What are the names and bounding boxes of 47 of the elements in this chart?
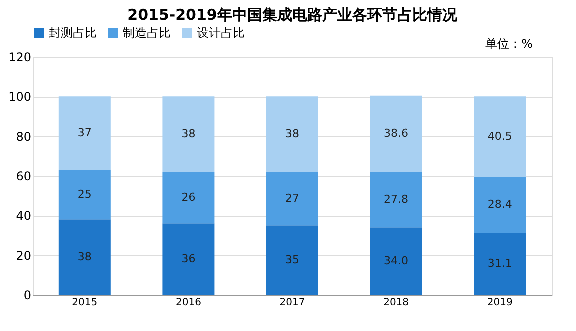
x-tick-label: 2016: [176, 298, 202, 308]
y-tick-label: 80: [16, 130, 32, 144]
data-label: 35: [286, 253, 300, 266]
x-tick-label: 2018: [384, 298, 410, 308]
data-label: 38: [78, 250, 92, 264]
bar: [370, 96, 422, 172]
data-label: 38.6: [384, 127, 409, 140]
data-label: 36: [182, 252, 196, 266]
y-tick-label: 40: [16, 209, 32, 224]
data-label: 38: [182, 127, 196, 140]
x-tick-label: 2019: [487, 298, 513, 308]
data-label: 31.1: [488, 257, 512, 270]
x-tick-label: 2017: [280, 298, 306, 308]
bar: [58, 220, 111, 295]
data-label: 37: [78, 126, 92, 140]
bar: [370, 228, 422, 295]
bar: [162, 172, 215, 224]
data-label: 27: [286, 192, 300, 205]
chart-title: 2015-2019年中国集成电路产业各环节占比情况: [128, 6, 458, 24]
bar: [266, 226, 318, 295]
bar: [58, 170, 111, 220]
data-label: 40.5: [488, 130, 512, 143]
data-label: 25: [78, 188, 92, 201]
y-tick-label: 0: [24, 288, 32, 302]
legend-label: 设计占比: [197, 26, 245, 40]
text: 单位：%: [486, 37, 533, 51]
bar: [266, 96, 318, 172]
bar: [162, 96, 215, 172]
legend-label: 封测占比: [49, 26, 97, 40]
data-label: 26: [182, 190, 196, 204]
bar: [58, 96, 111, 170]
bar: [162, 224, 215, 295]
bar: [370, 172, 422, 228]
bar: [474, 96, 526, 177]
y-tick-label: 120: [8, 50, 32, 64]
x-tick-label: 2015: [72, 298, 98, 308]
data-label: 38: [286, 127, 300, 140]
bar: [266, 172, 318, 226]
y-tick-label: 100: [8, 90, 32, 104]
bar: [474, 233, 526, 295]
data-label: 34.0: [384, 254, 409, 268]
y-tick-label: 20: [16, 248, 32, 263]
y-tick-label: 60: [16, 170, 32, 184]
data-label: 27.8: [384, 193, 409, 206]
legend-label: 制造占比: [123, 26, 171, 40]
data-label: 28.4: [488, 198, 512, 212]
bar: [474, 176, 526, 234]
